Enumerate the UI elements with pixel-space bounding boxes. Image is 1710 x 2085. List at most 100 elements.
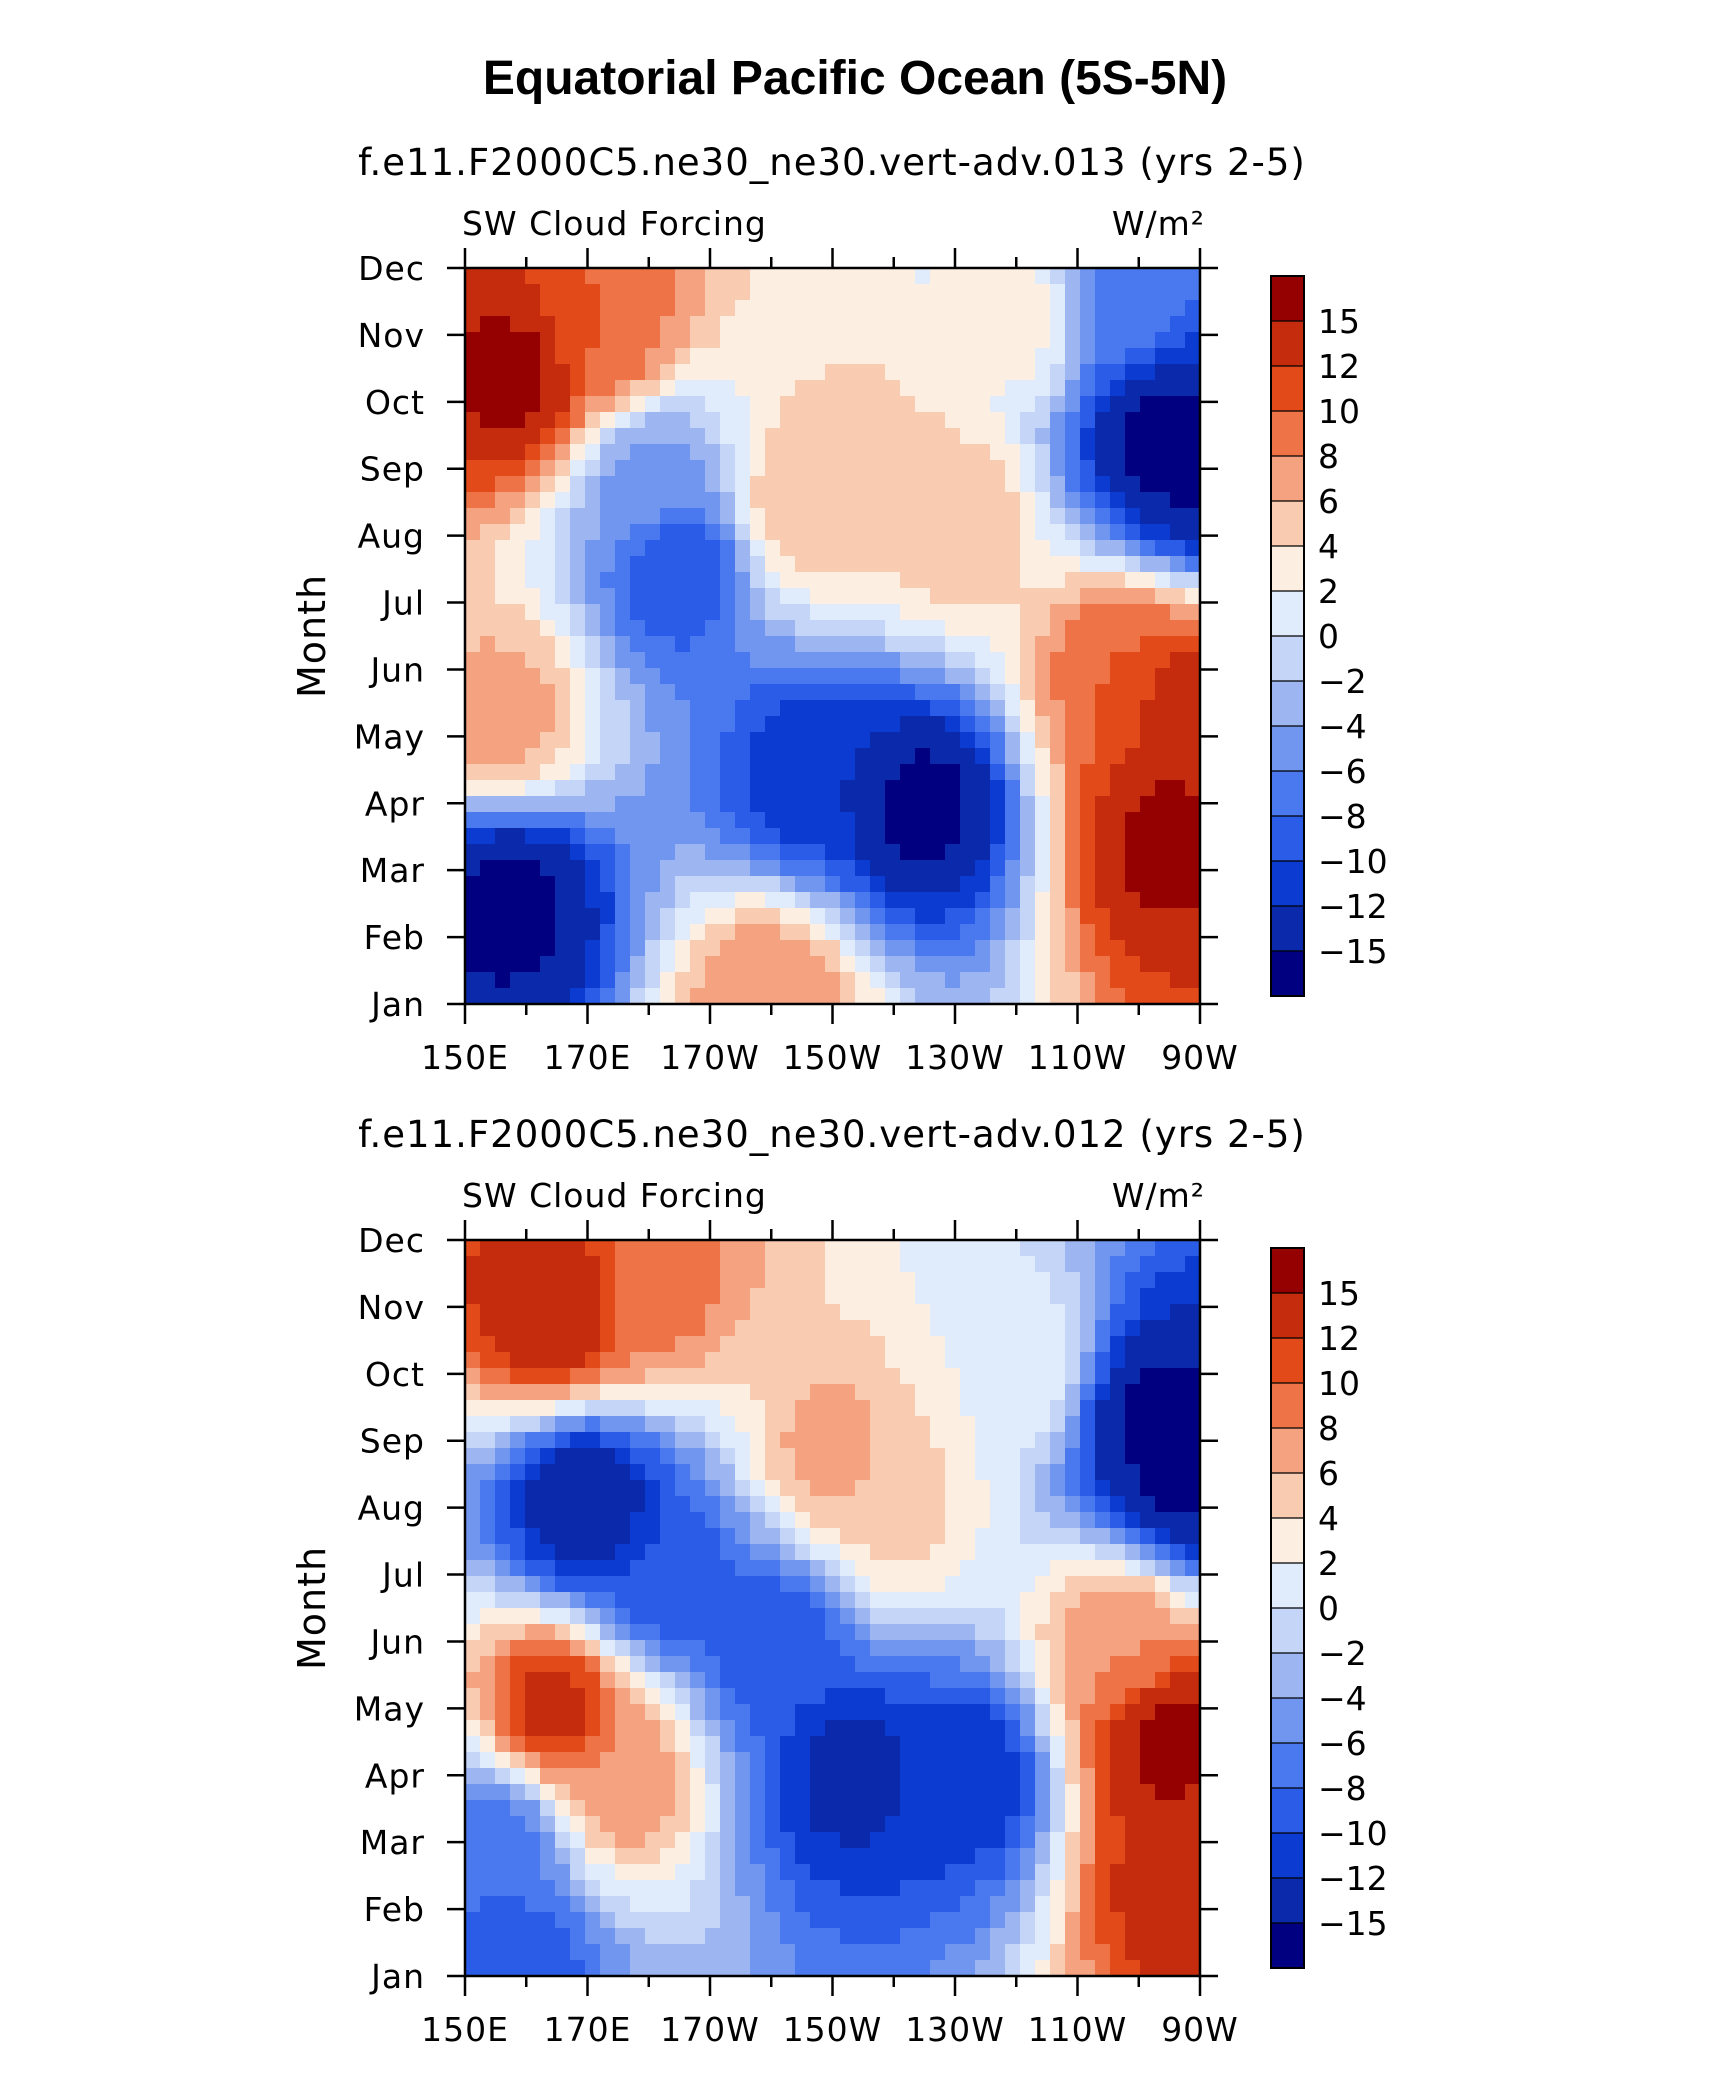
field-cell — [915, 1432, 931, 1449]
field-cell — [1140, 364, 1156, 381]
field-cell — [735, 1848, 751, 1865]
field-cell — [555, 1352, 571, 1369]
field-cell — [1185, 1832, 1201, 1849]
field-cell — [900, 1512, 916, 1529]
field-cell — [810, 1432, 826, 1449]
field-cell — [1125, 1720, 1141, 1737]
field-cell — [1005, 812, 1021, 829]
field-cell — [840, 508, 856, 525]
field-cell — [1125, 508, 1141, 525]
field-cell — [660, 364, 676, 381]
field-cell — [1050, 748, 1066, 765]
field-cell — [915, 1256, 931, 1273]
field-cell — [675, 732, 691, 749]
field-cell — [735, 1592, 751, 1609]
field-cell — [960, 556, 976, 573]
field-cell — [630, 268, 646, 285]
field-cell — [480, 1912, 496, 1929]
field-cell — [780, 844, 796, 861]
field-cell — [495, 1304, 511, 1321]
field-cell — [660, 460, 676, 477]
field-cell — [540, 1496, 556, 1513]
field-cell — [765, 1944, 781, 1961]
field-cell — [750, 1272, 766, 1289]
field-cell — [915, 508, 931, 525]
field-cell — [480, 748, 496, 765]
field-cell — [1170, 1448, 1186, 1465]
field-cell — [1080, 1800, 1096, 1817]
field-cell — [525, 1288, 541, 1305]
field-cell — [810, 268, 826, 285]
field-cell — [570, 1592, 586, 1609]
field-cell — [585, 1336, 601, 1353]
field-cell — [960, 924, 976, 941]
field-cell — [720, 284, 736, 301]
field-cell — [1080, 556, 1096, 573]
field-cell — [525, 588, 541, 605]
field-cell — [1110, 716, 1126, 733]
field-cell — [510, 956, 526, 973]
field-cell — [960, 508, 976, 525]
field-cell — [885, 540, 901, 557]
field-cell — [780, 476, 796, 493]
field-cell — [1065, 572, 1081, 589]
field-cell — [765, 1336, 781, 1353]
field-cell — [1020, 1784, 1036, 1801]
colorbar-label: 8 — [1318, 1409, 1339, 1448]
field-cell — [1170, 1288, 1186, 1305]
field-cell — [735, 844, 751, 861]
field-cell — [1095, 1768, 1111, 1785]
field-cell — [510, 1544, 526, 1561]
field-cell — [660, 604, 676, 621]
field-cell — [915, 524, 931, 541]
field-cell — [495, 1672, 511, 1689]
field-cell — [690, 684, 706, 701]
field-cell — [630, 1384, 646, 1401]
field-cell — [990, 1720, 1006, 1737]
field-cell — [870, 1912, 886, 1929]
field-cell — [525, 892, 541, 909]
field-cell — [735, 540, 751, 557]
field-cell — [585, 636, 601, 653]
field-cell — [975, 796, 991, 813]
field-cell — [1140, 1496, 1156, 1513]
field-cell — [660, 1384, 676, 1401]
field-cell — [555, 908, 571, 925]
field-cell — [855, 1608, 871, 1625]
field-cell — [870, 860, 886, 877]
field-cell — [1170, 300, 1186, 317]
field-cell — [750, 940, 766, 957]
field-cell — [945, 1576, 961, 1593]
field-cell — [795, 444, 811, 461]
field-cell — [645, 1928, 661, 1945]
field-cell — [510, 764, 526, 781]
field-cell — [645, 716, 661, 733]
field-cell — [630, 1848, 646, 1865]
field-cell — [1185, 1640, 1201, 1657]
field-cell — [1185, 764, 1201, 781]
field-cell — [810, 396, 826, 413]
field-cell — [720, 860, 736, 877]
field-cell — [990, 1576, 1006, 1593]
field-cell — [1050, 540, 1066, 557]
field-cell — [1155, 444, 1171, 461]
field-cell — [1185, 1864, 1201, 1881]
field-cell — [735, 268, 751, 285]
field-cell — [735, 1464, 751, 1481]
field-cell — [765, 1960, 781, 1977]
field-cell — [840, 1304, 856, 1321]
field-cell — [1140, 1544, 1156, 1561]
field-cell — [720, 316, 736, 333]
field-cell — [975, 412, 991, 429]
field-cell — [735, 1704, 751, 1721]
field-cell — [1005, 1320, 1021, 1337]
field-cell — [510, 828, 526, 845]
field-cell — [1035, 1672, 1051, 1689]
field-cell — [1095, 652, 1111, 669]
field-cell — [870, 604, 886, 621]
field-cell — [900, 1448, 916, 1465]
field-cell — [825, 1240, 841, 1257]
field-cell — [810, 716, 826, 733]
field-cell — [930, 1880, 946, 1897]
field-cell — [1125, 540, 1141, 557]
